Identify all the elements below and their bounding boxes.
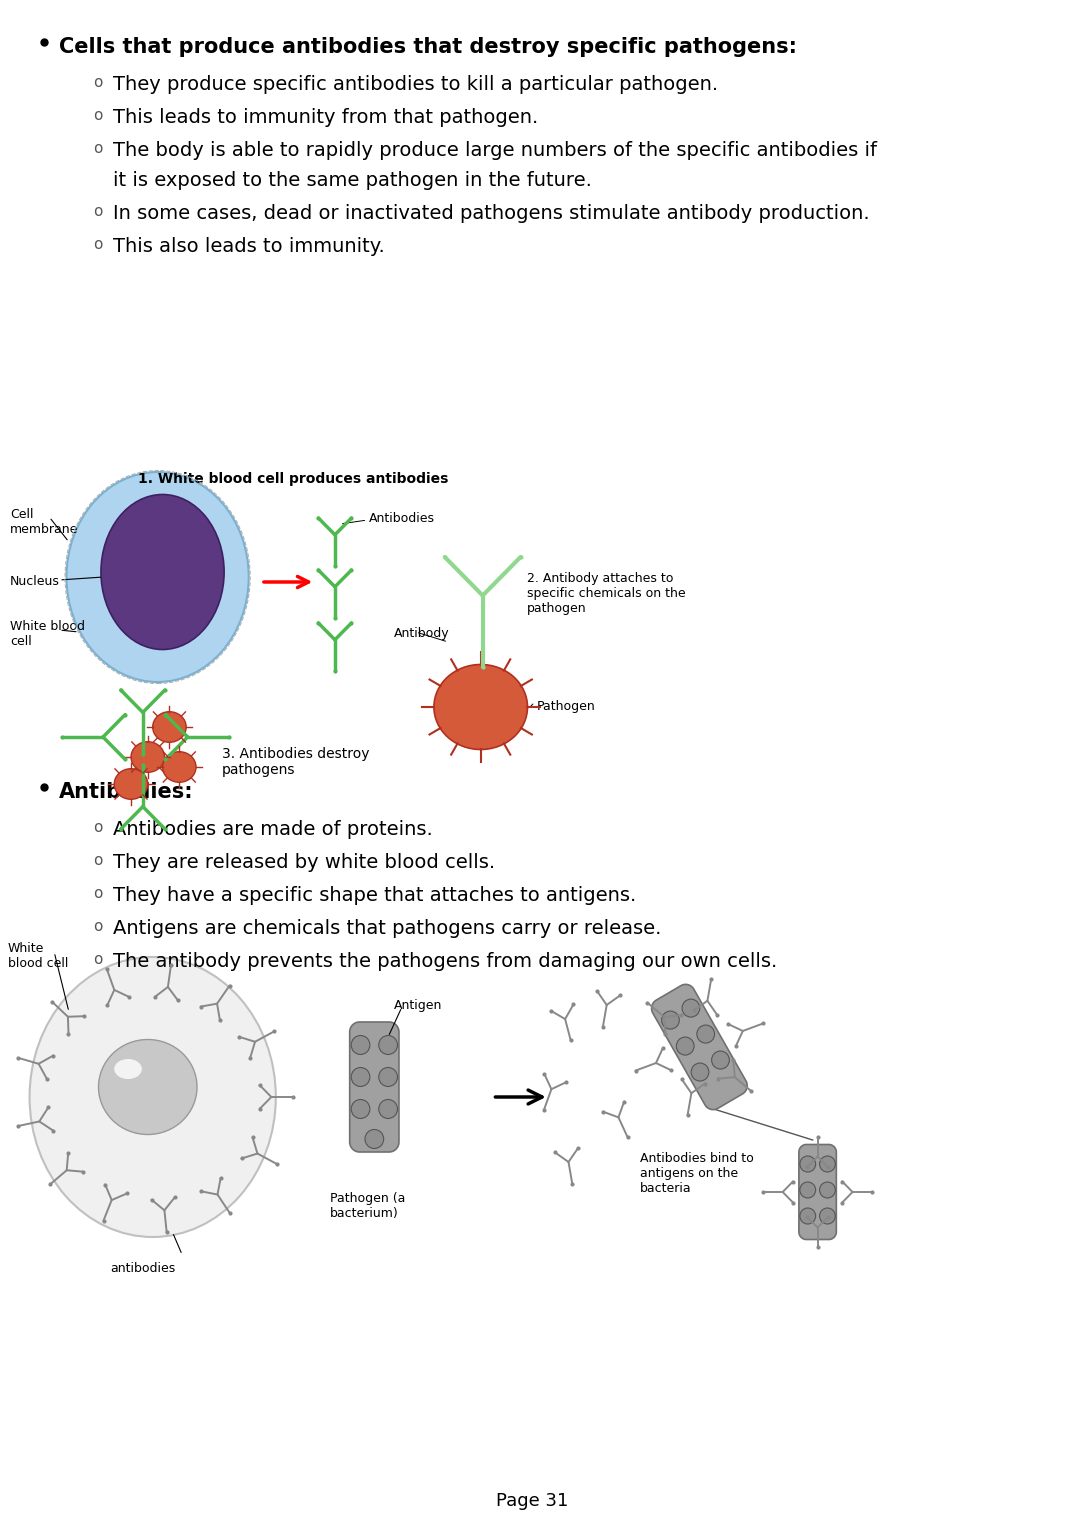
Circle shape: [800, 1208, 815, 1225]
Ellipse shape: [114, 1060, 141, 1080]
Ellipse shape: [114, 768, 148, 799]
Circle shape: [800, 1182, 815, 1199]
Circle shape: [662, 1011, 679, 1029]
Circle shape: [820, 1208, 835, 1225]
Polygon shape: [350, 1022, 399, 1151]
Text: In some cases, dead or inactivated pathogens stimulate antibody production.: In some cases, dead or inactivated patho…: [113, 205, 869, 223]
Text: Pathogen: Pathogen: [537, 699, 595, 713]
Text: Antibody: Antibody: [394, 628, 449, 640]
Text: They are released by white blood cells.: They are released by white blood cells.: [113, 854, 496, 872]
Text: White
blood cell: White blood cell: [8, 942, 68, 970]
Ellipse shape: [100, 495, 225, 649]
Circle shape: [820, 1156, 835, 1173]
Text: o: o: [94, 140, 103, 156]
Circle shape: [379, 1035, 397, 1055]
Ellipse shape: [67, 472, 248, 683]
Text: Antigens are chemicals that pathogens carry or release.: Antigens are chemicals that pathogens ca…: [113, 919, 662, 938]
Text: Antibodies: Antibodies: [369, 512, 435, 525]
Text: Antibodies:: Antibodies:: [59, 782, 193, 802]
Text: o: o: [94, 75, 103, 90]
Text: Antigen: Antigen: [394, 999, 443, 1012]
Text: This also leads to immunity.: This also leads to immunity.: [113, 237, 386, 257]
Text: it is exposed to the same pathogen in the future.: it is exposed to the same pathogen in th…: [113, 171, 592, 189]
Text: 1. White blood cell produces antibodies: 1. White blood cell produces antibodies: [138, 472, 448, 486]
Circle shape: [683, 999, 700, 1017]
Circle shape: [800, 1156, 815, 1173]
Text: They have a specific shape that attaches to antigens.: They have a specific shape that attaches…: [113, 886, 636, 906]
Text: o: o: [94, 886, 103, 901]
Text: The body is able to rapidly produce large numbers of the specific antibodies if: The body is able to rapidly produce larg…: [113, 140, 877, 160]
Text: Cell
membrane: Cell membrane: [10, 508, 78, 536]
Text: Page 31: Page 31: [496, 1492, 568, 1510]
Ellipse shape: [29, 957, 275, 1237]
Text: o: o: [94, 820, 103, 835]
Text: Cells that produce antibodies that destroy specific pathogens:: Cells that produce antibodies that destr…: [59, 37, 797, 56]
Text: o: o: [94, 854, 103, 867]
Text: Antibodies are made of proteins.: Antibodies are made of proteins.: [113, 820, 433, 838]
Text: This leads to immunity from that pathogen.: This leads to immunity from that pathoge…: [113, 108, 539, 127]
Ellipse shape: [131, 742, 164, 773]
Text: antibodies: antibodies: [110, 1261, 175, 1275]
Text: o: o: [94, 108, 103, 124]
Circle shape: [712, 1051, 729, 1069]
Circle shape: [676, 1037, 694, 1055]
Text: o: o: [94, 237, 103, 252]
Text: 2. Antibody attaches to
specific chemicals on the
pathogen: 2. Antibody attaches to specific chemica…: [527, 573, 686, 615]
Circle shape: [351, 1099, 369, 1118]
Text: o: o: [94, 919, 103, 935]
Circle shape: [379, 1099, 397, 1118]
Circle shape: [820, 1182, 835, 1199]
Ellipse shape: [152, 712, 186, 742]
Ellipse shape: [98, 1040, 197, 1135]
Polygon shape: [799, 1145, 836, 1240]
Ellipse shape: [162, 751, 197, 782]
Polygon shape: [651, 985, 747, 1110]
Text: o: o: [94, 205, 103, 218]
Circle shape: [379, 1067, 397, 1087]
Ellipse shape: [434, 664, 527, 750]
Text: Nucleus: Nucleus: [10, 576, 59, 588]
Circle shape: [351, 1035, 369, 1055]
Text: Antibodies bind to
antigens on the
bacteria: Antibodies bind to antigens on the bacte…: [640, 1151, 754, 1196]
Text: The antibody prevents the pathogens from damaging our own cells.: The antibody prevents the pathogens from…: [113, 951, 778, 971]
Text: They produce specific antibodies to kill a particular pathogen.: They produce specific antibodies to kill…: [113, 75, 718, 95]
Circle shape: [691, 1063, 708, 1081]
Circle shape: [365, 1130, 383, 1148]
Text: o: o: [94, 951, 103, 967]
Text: 3. Antibodies destroy
pathogens: 3. Antibodies destroy pathogens: [221, 747, 369, 777]
Circle shape: [697, 1025, 715, 1043]
Text: White blood
cell: White blood cell: [10, 620, 85, 647]
Text: Pathogen (a
bacterium): Pathogen (a bacterium): [330, 1193, 405, 1220]
Circle shape: [351, 1067, 369, 1087]
